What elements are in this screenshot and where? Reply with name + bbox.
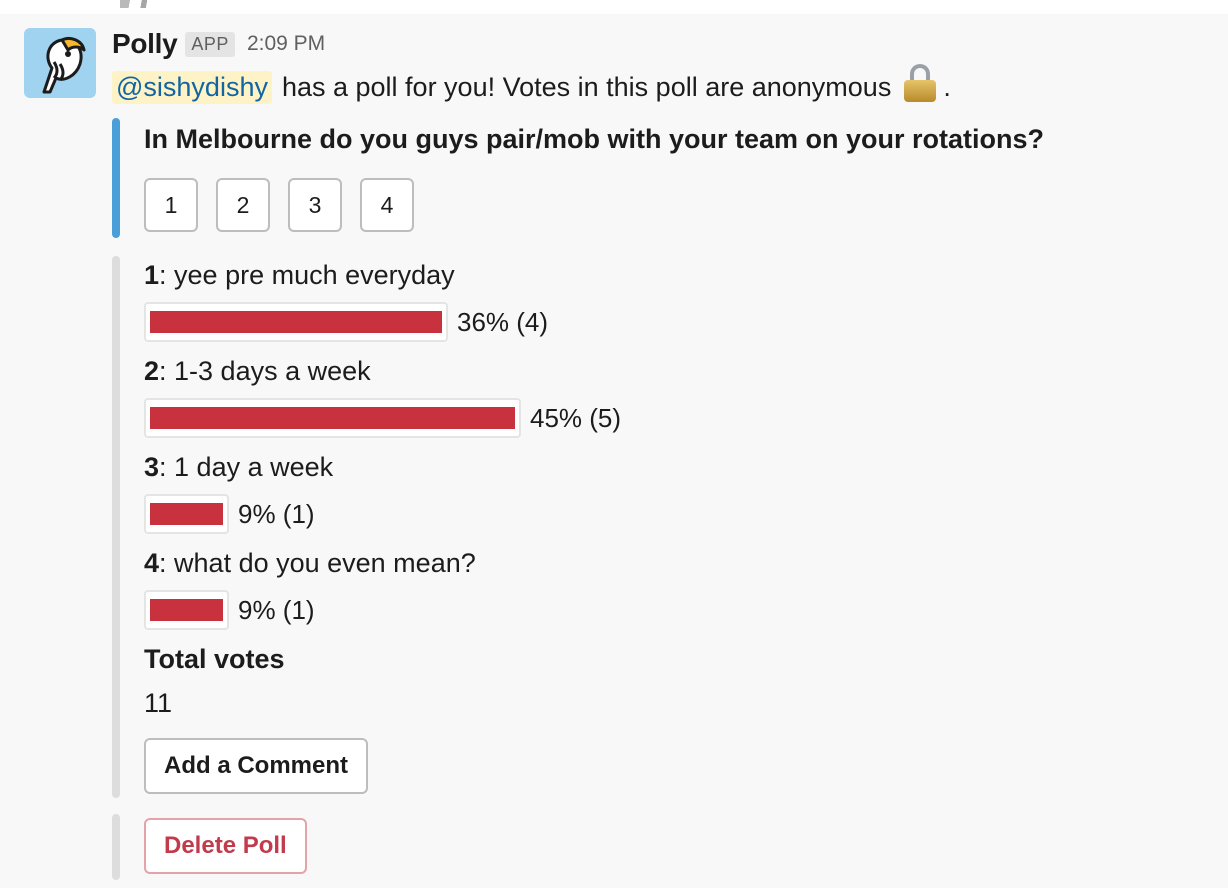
previous-avatar-peek [120,0,164,8]
option-text: : what do you even mean? [159,548,476,578]
total-votes-label: Total votes [144,644,285,674]
option-label-1: 1: yee pre much everyday [144,260,455,291]
intro-text: has a poll for you! Votes in this poll a… [281,71,892,102]
result-row-3: 9% (1) [144,494,315,534]
message-header: Polly APP 2:09 PM [112,26,325,62]
option-number: 1 [144,260,160,290]
option-number: 4 [144,548,160,578]
app-badge: APP [185,31,235,57]
vote-button-2[interactable]: 2 [216,178,270,232]
option-text: : 1 day a week [159,452,334,482]
option-text: : 1-3 days a week [159,356,371,386]
parrot-icon [42,36,86,94]
result-text: 9% (1) [238,498,315,529]
vote-buttons: 1 2 3 4 [144,178,414,232]
result-bar-fill [150,503,223,525]
option-label-2: 2: 1-3 days a week [144,356,371,387]
vote-button-1[interactable]: 1 [144,178,198,232]
result-bar [144,398,521,438]
result-bar-fill [150,311,442,333]
result-bar [144,590,229,630]
option-label-4: 4: what do you even mean? [144,548,476,579]
timestamp[interactable]: 2:09 PM [246,32,326,55]
total-votes-value: 11 [144,688,173,718]
option-number: 3 [144,452,160,482]
result-bar-fill [150,407,515,429]
result-text: 45% (5) [530,402,622,433]
message-intro: @sishydishy has a poll for you! Votes in… [112,64,951,106]
poll-question: In Melbourne do you guys pair/mob with y… [144,124,1045,154]
lock-icon [903,64,937,102]
vote-button-3[interactable]: 3 [288,178,342,232]
result-text: 36% (4) [457,306,549,337]
option-label-3: 3: 1 day a week [144,452,333,483]
delete-poll-button[interactable]: Delete Poll [144,818,307,874]
option-text: : yee pre much everyday [159,260,455,290]
results-border-bar [112,256,120,798]
previous-message-strip [0,0,1228,14]
result-row-1: 36% (4) [144,302,548,342]
attachment-accent-bar [112,118,120,238]
actions-border-bar [112,814,120,880]
add-comment-button[interactable]: Add a Comment [144,738,369,794]
vote-button-4[interactable]: 4 [360,178,414,232]
sender-name[interactable]: Polly [112,28,178,59]
avatar[interactable] [24,28,96,98]
result-bar [144,302,448,342]
intro-end: . [943,71,951,102]
result-row-4: 9% (1) [144,590,315,630]
result-text: 9% (1) [238,594,315,625]
result-row-2: 45% (5) [144,398,621,438]
option-number: 2 [144,356,160,386]
result-bar-fill [150,599,223,621]
user-mention[interactable]: @sishydishy [112,70,272,104]
result-bar [144,494,229,534]
